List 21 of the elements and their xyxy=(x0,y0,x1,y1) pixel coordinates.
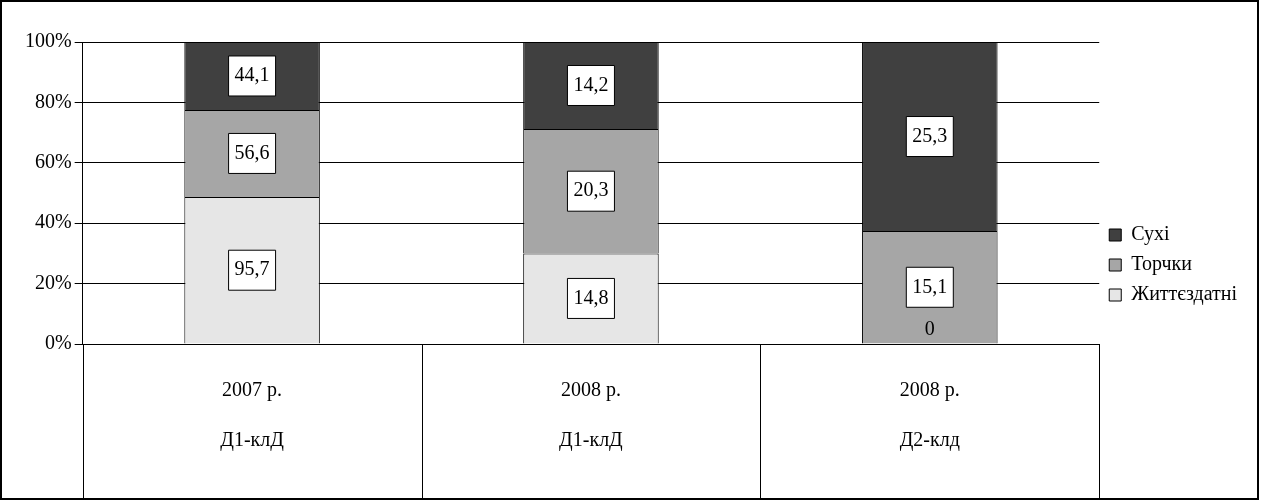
annotation: 14,2 xyxy=(573,72,609,95)
y-tick-label: 0% xyxy=(44,331,72,354)
annotation: 56,6 xyxy=(234,140,270,163)
annotation: 15,1 xyxy=(912,274,948,297)
annotation: 25,3 xyxy=(912,123,948,146)
y-tick-label: 40% xyxy=(34,210,72,233)
category-label: 2008 р. Д1-клД xyxy=(559,378,623,451)
annotation: 0 xyxy=(924,317,935,340)
legend-label: Життєздатні xyxy=(1131,282,1238,306)
legend-label: Сухі xyxy=(1131,222,1171,246)
annotation: 44,1 xyxy=(234,63,270,86)
category-label: 2007 р. Д1-клД xyxy=(220,378,284,451)
annotation: 95,7 xyxy=(234,257,270,280)
annotation: 14,8 xyxy=(573,285,609,308)
annotation: 20,3 xyxy=(573,178,609,201)
category-label: 2008 р. Д2-клд xyxy=(899,378,960,451)
y-tick-label: 20% xyxy=(34,270,72,293)
y-tick-label: 60% xyxy=(34,150,72,173)
legend-label: Торчки xyxy=(1131,252,1193,276)
y-tick-label: 80% xyxy=(34,89,72,112)
y-tick-label: 100% xyxy=(24,29,72,52)
